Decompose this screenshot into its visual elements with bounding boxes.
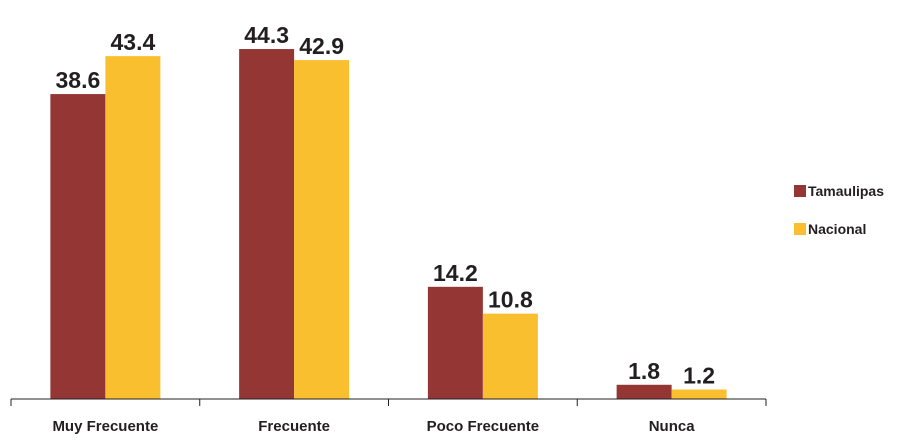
x-tick-label-poco-frecuente: Poco Frecuente — [427, 418, 540, 435]
data-label-tamaulipas-poco-frecuente: 14.2 — [433, 260, 478, 286]
x-axis-tick-labels: Muy Frecuente Frecuente Poco Frecuente Nunc… — [52, 418, 695, 435]
data-label-nacional-nunca: 1.2 — [683, 363, 715, 389]
legend: Tamaulipas Nacional — [794, 183, 884, 237]
bar-nacional-poco-frecuente — [482, 313, 538, 399]
x-tick-label-nunca: Nunca — [649, 418, 696, 435]
x-tick-label-muy-frecuente: Muy Frecuente — [52, 418, 158, 435]
bar-tamaulipas-nunca — [616, 384, 672, 399]
bar-tamaulipas-poco-frecuente — [427, 286, 483, 399]
legend-label-nacional: Nacional — [808, 221, 866, 237]
x-axis-ticks — [10, 399, 767, 406]
bar-nacional-frecuente — [294, 60, 350, 400]
data-label-nacional-frecuente: 42.9 — [299, 33, 344, 59]
bar-nacional-muy-frecuente — [105, 56, 161, 399]
bar-tamaulipas-muy-frecuente — [50, 94, 106, 399]
bars-layer — [50, 49, 727, 400]
data-label-tamaulipas-nunca: 1.8 — [628, 358, 660, 384]
data-label-nacional-muy-frecuente: 43.4 — [110, 29, 155, 55]
data-label-tamaulipas-frecuente: 44.3 — [244, 22, 289, 48]
value-labels-layer: 38.6 43.4 44.3 42.9 14.2 10.8 1.8 1.2 — [55, 22, 715, 388]
x-tick-label-frecuente: Frecuente — [258, 418, 330, 435]
legend-swatch-tamaulipas — [794, 185, 806, 197]
legend-label-tamaulipas: Tamaulipas — [808, 183, 884, 199]
data-label-tamaulipas-muy-frecuente: 38.6 — [55, 67, 100, 93]
bar-tamaulipas-frecuente — [239, 49, 295, 399]
legend-swatch-nacional — [794, 223, 806, 235]
bar-nacional-nunca — [671, 389, 727, 399]
data-label-nacional-poco-frecuente: 10.8 — [488, 287, 533, 313]
